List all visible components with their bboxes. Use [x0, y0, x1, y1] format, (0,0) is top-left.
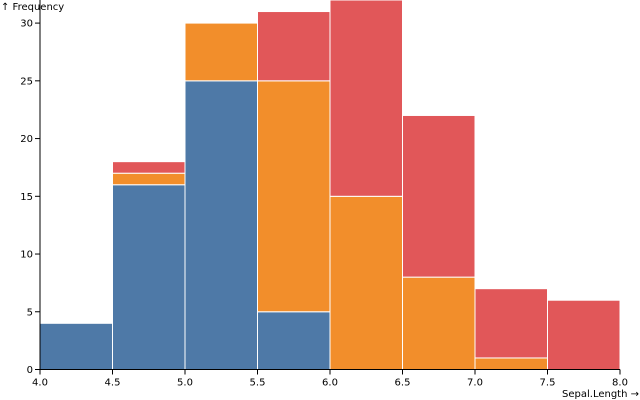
y-tick-label: 15 — [20, 192, 33, 203]
x-axis-title: Sepal.Length → — [562, 389, 639, 400]
x-tick-label: 8.0 — [612, 378, 628, 389]
y-tick-label: 25 — [20, 76, 33, 87]
bar-series2-bin4 — [257, 80, 331, 313]
bar-series1-bin1 — [39, 322, 113, 370]
bar-series2-bin2 — [112, 172, 186, 186]
x-tick-label: 6.5 — [395, 378, 411, 389]
bar-series2-bin3 — [184, 22, 258, 82]
bar-series3-bin7 — [474, 288, 548, 359]
x-tick-label: 5.5 — [250, 378, 266, 389]
x-tick-label: 7.0 — [467, 378, 483, 389]
bar-series3-bin4 — [257, 11, 331, 82]
y-tick-label: 5 — [27, 307, 33, 318]
bars-layer — [39, 0, 621, 370]
bar-series2-bin6 — [402, 276, 476, 370]
x-tick-label: 4.0 — [32, 378, 48, 389]
bar-series3-bin5 — [329, 0, 403, 197]
bar-series1-bin2 — [112, 184, 186, 370]
bar-series2-bin7 — [474, 357, 548, 370]
y-tick-label: 30 — [20, 19, 33, 30]
x-tick-label: 6.0 — [322, 378, 338, 389]
y-axis: 0 5 10 15 20 25 30 — [20, 0, 41, 376]
y-tick-label: 10 — [20, 250, 33, 261]
y-axis-title: ↑ Frequency — [1, 2, 64, 13]
bar-series1-bin4 — [257, 311, 331, 370]
bar-series3-bin6 — [402, 114, 476, 278]
y-tick-label: 0 — [27, 365, 33, 376]
x-tick-label: 7.5 — [540, 378, 556, 389]
bar-series1-bin3 — [184, 80, 258, 370]
x-tick-label: 4.5 — [105, 378, 121, 389]
y-tick-label: 20 — [20, 134, 33, 145]
x-axis: 4.0 4.5 5.0 5.5 6.0 6.5 7.0 7.5 8.0 — [32, 369, 628, 389]
bar-series2-bin5 — [329, 195, 403, 370]
x-tick-label: 5.0 — [177, 378, 193, 389]
bar-series3-bin2 — [112, 161, 186, 174]
bar-series3-bin8 — [547, 299, 621, 370]
